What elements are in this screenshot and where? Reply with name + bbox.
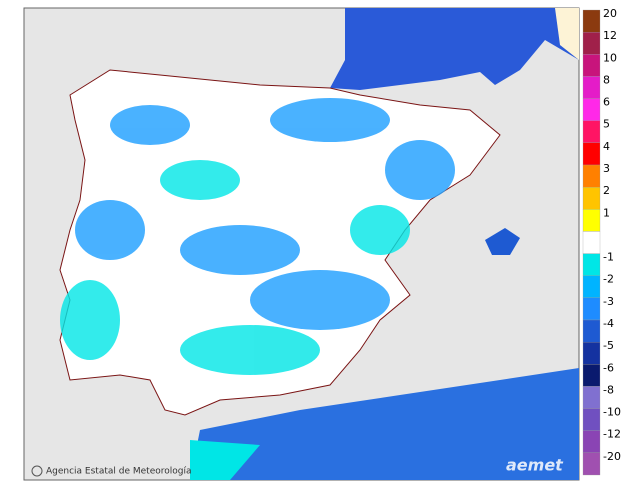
legend-label: -20	[603, 450, 621, 463]
legend-swatch	[582, 142, 601, 166]
legend-swatch	[582, 364, 601, 387]
legend-swatch	[582, 164, 601, 188]
legend-swatch	[582, 275, 601, 299]
map	[23, 7, 580, 481]
legend-label: 20	[603, 7, 617, 20]
legend-gap	[582, 231, 601, 254]
logo: aemet	[506, 456, 564, 475]
legend-swatch	[582, 31, 601, 55]
legend-label: 4	[603, 140, 610, 153]
legend-label: -8	[603, 383, 614, 396]
legend-swatch	[582, 253, 601, 276]
legend: 20 12 10 8 6 5 4 3 2 1 -1 -2 -3 -4 -5 -6 -8 -10 -12 -20	[582, 7, 621, 476]
north-africa-light	[190, 440, 260, 480]
legend-swatch	[582, 9, 601, 33]
anomaly-areas-light	[60, 160, 410, 375]
legend-swatch	[582, 98, 601, 121]
legend-swatch	[582, 319, 601, 343]
balearic-islands	[485, 228, 520, 255]
legend-label: -10	[603, 406, 621, 419]
legend-swatch	[582, 54, 601, 77]
legend-swatch	[582, 408, 601, 431]
legend-swatch	[582, 430, 601, 454]
legend-label: 3	[603, 162, 610, 175]
legend-label: 12	[603, 29, 617, 42]
legend-swatch	[582, 209, 601, 232]
legend-label: 2	[603, 184, 610, 197]
north-africa-area	[190, 368, 579, 480]
legend-label: -6	[603, 361, 614, 374]
credit: Agencia Estatal de Meteorología	[46, 467, 192, 477]
legend-label: 1	[603, 206, 610, 219]
legend-swatch	[582, 452, 601, 476]
legend-label: 6	[603, 96, 610, 109]
legend-label: -2	[603, 273, 614, 286]
legend-label: -4	[603, 317, 614, 330]
legend-label: -3	[603, 295, 614, 308]
legend-label: 5	[603, 118, 610, 131]
legend-swatch	[582, 186, 601, 210]
credit-icon	[31, 465, 43, 477]
legend-label: -1	[603, 251, 614, 264]
legend-swatch	[582, 386, 601, 409]
legend-label: 10	[603, 51, 617, 64]
legend-swatch	[582, 76, 601, 99]
legend-swatch	[582, 341, 601, 365]
legend-label: -12	[603, 428, 621, 441]
legend-swatch	[582, 120, 601, 144]
anomaly-areas	[75, 98, 455, 330]
legend-swatch	[582, 297, 601, 321]
france-cold-area	[330, 8, 579, 90]
legend-label: 8	[603, 73, 610, 86]
legend-label: -5	[603, 339, 614, 352]
warm-corner	[555, 8, 579, 60]
